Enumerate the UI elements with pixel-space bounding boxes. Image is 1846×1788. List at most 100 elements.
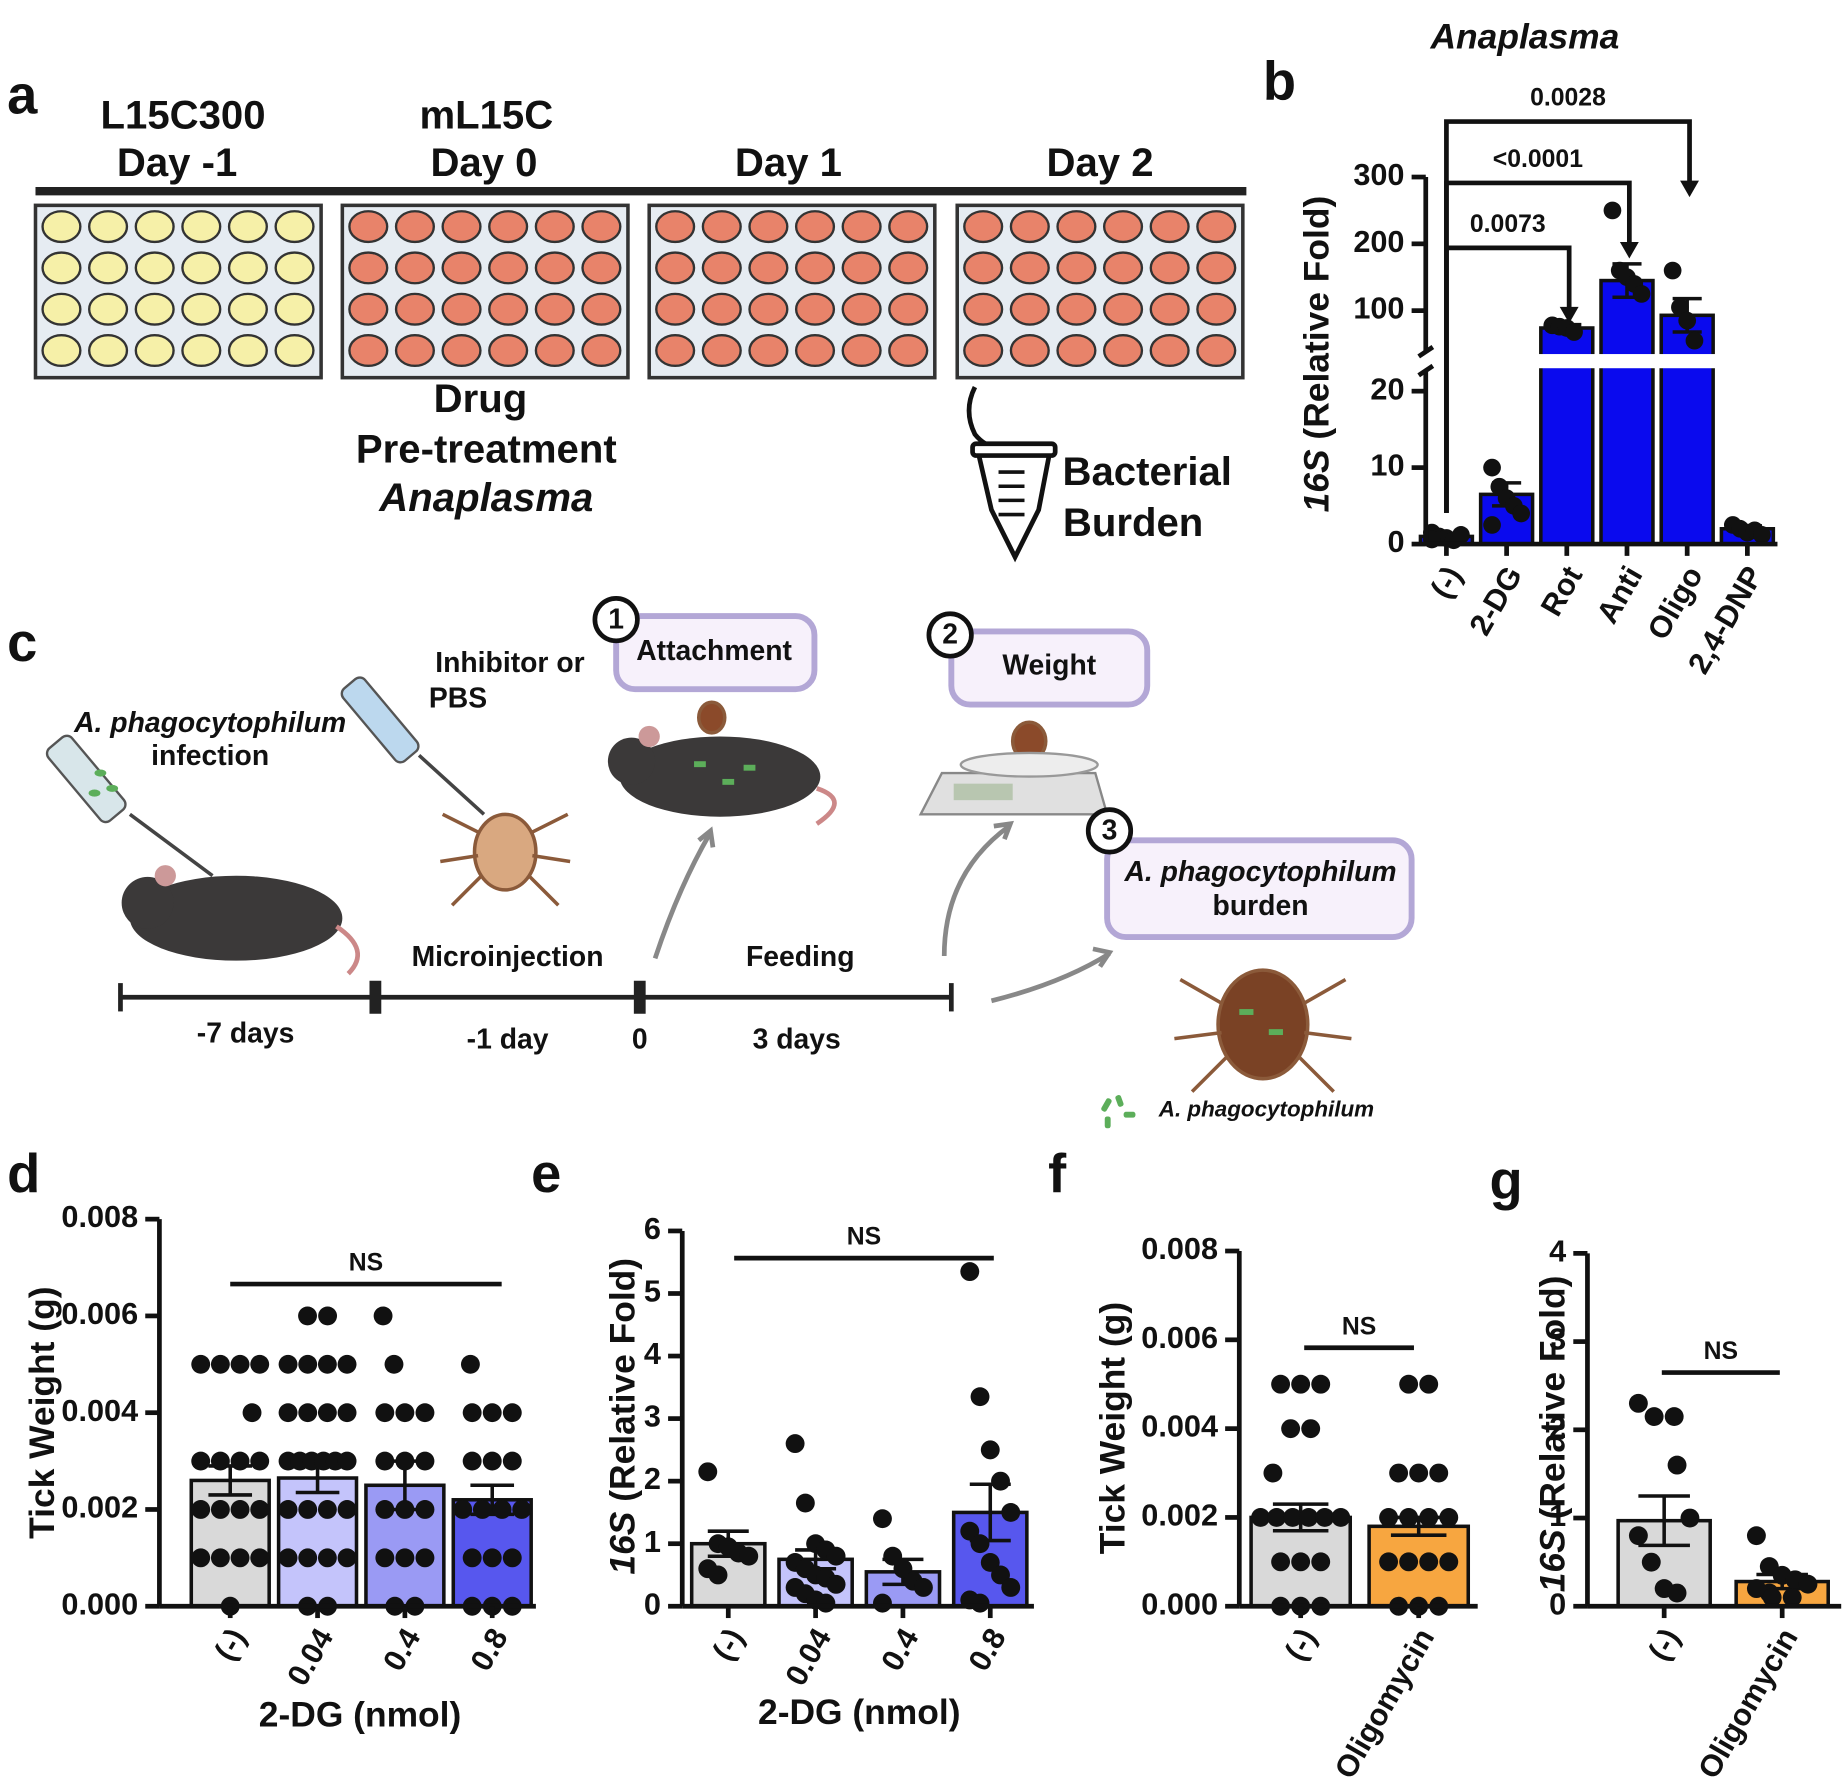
step-circle xyxy=(1085,807,1134,855)
x-tick-label: 0.8 xyxy=(463,1622,515,1676)
y-tick-label: 1 xyxy=(1549,1498,1566,1533)
data-point xyxy=(1389,1463,1409,1483)
data-point xyxy=(460,1354,480,1374)
axis-break-mark xyxy=(1417,345,1435,359)
well xyxy=(1009,333,1050,368)
y-tick-label: 0.002 xyxy=(1141,1498,1218,1533)
data-point xyxy=(298,1354,318,1374)
data-point xyxy=(1644,1407,1664,1427)
well xyxy=(1196,210,1237,244)
well xyxy=(394,292,435,326)
data-point xyxy=(980,1553,1000,1572)
well xyxy=(1056,292,1097,326)
data-point xyxy=(230,1354,250,1374)
well xyxy=(181,333,222,368)
comparison-bracket xyxy=(1444,119,1692,513)
well xyxy=(348,292,389,326)
well xyxy=(888,210,929,244)
panel-label: a xyxy=(7,64,38,125)
comparison-label: <0.0001 xyxy=(1493,146,1583,173)
data-point xyxy=(1267,1507,1287,1527)
data-point xyxy=(1251,1507,1270,1527)
error-bar xyxy=(1638,1494,1690,1548)
plate xyxy=(647,203,937,380)
day: Day 1 xyxy=(735,140,842,185)
data-point xyxy=(1311,1552,1331,1572)
y-tick-label: 300 xyxy=(1353,157,1404,192)
data-point xyxy=(1483,458,1501,477)
data-point xyxy=(1409,1463,1429,1483)
well xyxy=(1149,333,1190,368)
y-tick-label: 0 xyxy=(644,1586,661,1621)
well xyxy=(488,210,529,244)
well xyxy=(841,333,882,368)
well xyxy=(888,292,929,326)
well xyxy=(701,210,742,244)
data-point xyxy=(482,1403,502,1423)
well xyxy=(534,210,575,244)
x-tick-label: 0.04 xyxy=(280,1622,340,1691)
data-point xyxy=(708,1565,728,1585)
data-point xyxy=(191,1500,211,1519)
data-point xyxy=(415,1403,435,1423)
y-tick-label: 0.000 xyxy=(61,1586,138,1621)
x-tick-label: Rot xyxy=(1533,560,1589,622)
data-point xyxy=(1419,1507,1439,1527)
medium: L15C300 xyxy=(101,93,266,138)
significance-label: NS xyxy=(847,1224,881,1251)
data-point xyxy=(1001,1502,1021,1522)
comparison-arrow xyxy=(1619,241,1639,259)
phase: Microinjection xyxy=(412,941,604,973)
significance-label: NS xyxy=(349,1250,383,1277)
well xyxy=(581,210,622,244)
data-point xyxy=(826,1574,846,1594)
well xyxy=(1196,292,1237,326)
well xyxy=(394,251,435,285)
x-tick-label: (-) xyxy=(207,1622,253,1666)
data-point xyxy=(298,1548,318,1568)
well xyxy=(134,333,175,368)
well xyxy=(655,292,696,326)
infection: A. phagocytophilum xyxy=(73,707,346,739)
syringe xyxy=(45,676,486,878)
well xyxy=(655,251,696,285)
y-axis-label-text: Tick Weight (g) xyxy=(1093,1302,1133,1554)
data-point xyxy=(472,1500,492,1519)
well xyxy=(88,333,129,368)
well xyxy=(1102,251,1144,285)
data-point xyxy=(375,1548,395,1568)
well xyxy=(441,292,482,326)
data-point xyxy=(1301,1419,1321,1439)
y-tick-label: 0.002 xyxy=(61,1490,138,1525)
mouse xyxy=(121,725,837,976)
y-axis-label: 16S (Relative Fold) xyxy=(1297,196,1337,513)
well xyxy=(181,292,222,326)
panel-a: L15C300 Day -1 mL15C Day 0 Day 1 Day 2 D… xyxy=(33,93,1247,563)
data-point xyxy=(795,1493,815,1513)
x-tick-label: 0.4 xyxy=(874,1622,926,1676)
data-point xyxy=(1331,1507,1351,1527)
data-point xyxy=(395,1451,415,1471)
data-point xyxy=(893,1559,913,1579)
x-tick-label: 0.8 xyxy=(961,1622,1013,1676)
data-point xyxy=(298,1403,318,1423)
well xyxy=(181,251,222,285)
well xyxy=(534,333,575,368)
data-point xyxy=(502,1451,522,1471)
y-axis-label: 16S (Relative Fold) xyxy=(603,1258,643,1575)
x-tick-label: Anti xyxy=(1589,560,1649,629)
well xyxy=(534,251,575,285)
axis-break-mark xyxy=(1417,363,1435,378)
data-point xyxy=(970,1387,990,1407)
data-point xyxy=(1263,1463,1283,1483)
data-point xyxy=(1429,1463,1449,1483)
data-point xyxy=(210,1354,230,1374)
data-point xyxy=(1565,323,1583,341)
well xyxy=(348,210,389,244)
well xyxy=(181,210,222,244)
well xyxy=(1009,210,1050,244)
data-point xyxy=(826,1546,846,1566)
well xyxy=(748,251,789,285)
step-circle xyxy=(592,596,640,644)
